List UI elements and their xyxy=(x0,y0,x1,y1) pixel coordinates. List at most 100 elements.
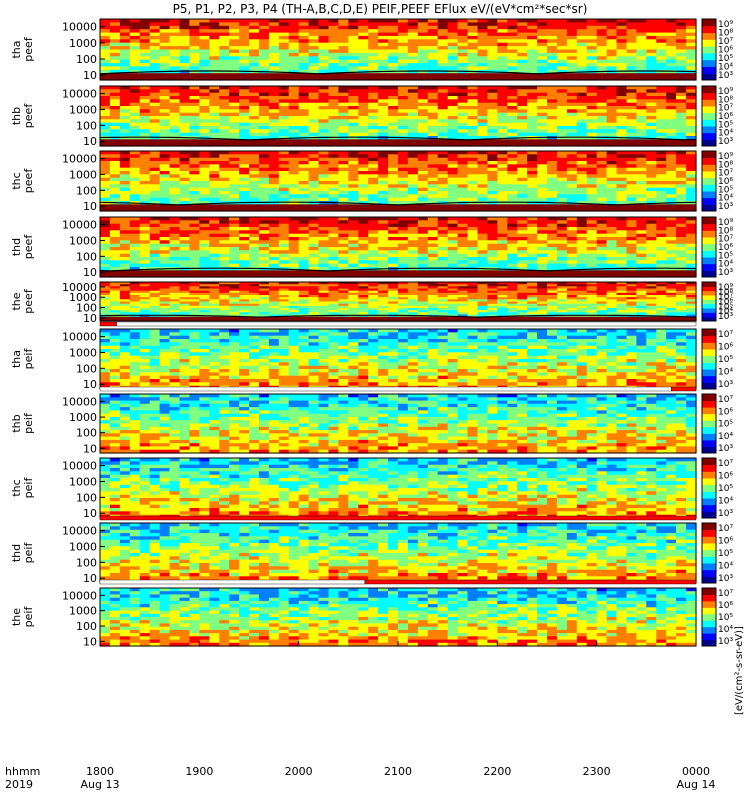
spectrogram-cell xyxy=(676,257,687,261)
spectrogram-cell xyxy=(169,223,180,228)
spectrogram-cell xyxy=(189,154,200,159)
spectrogram-cell xyxy=(199,29,210,34)
spectrogram-cell xyxy=(417,122,429,127)
spectrogram-cell xyxy=(139,164,151,169)
spectrogram-cell xyxy=(268,290,280,294)
spectrogram-cell xyxy=(288,217,300,221)
spectrogram-cell xyxy=(199,126,210,130)
spectrogram-cell xyxy=(507,42,518,47)
spectrogram-cell xyxy=(229,46,240,51)
spectrogram-cell xyxy=(328,217,339,221)
spectrogram-cell xyxy=(626,240,637,245)
spectrogram-cell xyxy=(119,299,131,303)
spectrogram-cell xyxy=(407,69,419,74)
spectrogram-cell xyxy=(169,96,180,100)
spectrogram-cell xyxy=(566,116,578,120)
spectrogram-cell xyxy=(199,230,210,235)
spectrogram-cell xyxy=(348,19,359,23)
spectrogram-cell xyxy=(388,126,399,130)
spectrogram-cell xyxy=(219,22,230,27)
spectrogram-cell xyxy=(249,119,260,124)
spectrogram-cell xyxy=(447,191,459,195)
spectrogram-cell xyxy=(189,19,200,23)
spectrogram-cell xyxy=(169,73,180,78)
spectrogram-cell xyxy=(437,167,449,172)
spectrogram-cell xyxy=(507,59,518,64)
spectrogram-cell xyxy=(646,194,657,199)
spectrogram-cell xyxy=(636,66,647,71)
spectrogram-cell xyxy=(368,250,379,255)
spectrogram-cell xyxy=(517,151,528,155)
spectrogram-cell xyxy=(318,69,329,74)
spectrogram-cell xyxy=(646,39,657,44)
spectrogram-cell xyxy=(556,240,568,245)
spectrogram-cell xyxy=(616,52,627,57)
spectrogram-cell xyxy=(358,99,369,104)
spectrogram-cell xyxy=(388,263,399,268)
spectrogram-cell xyxy=(378,301,389,305)
spectrogram-cell xyxy=(606,257,618,261)
spectrogram-cell xyxy=(229,109,240,114)
spectrogram-cell xyxy=(288,250,300,255)
spectrogram-cell xyxy=(487,106,498,110)
spectrogram-cell xyxy=(348,297,359,300)
spectrogram-cell xyxy=(586,119,598,124)
spectrogram-cell xyxy=(646,22,657,27)
spectrogram-cell xyxy=(358,19,369,23)
spectrogram-cell xyxy=(487,136,498,140)
spectrogram-cell xyxy=(666,46,677,51)
spectrogram-cell xyxy=(666,32,677,37)
spectrogram-cell xyxy=(576,184,588,189)
spectrogram-cell xyxy=(616,59,627,64)
spectrogram-cell xyxy=(258,303,270,307)
spectrogram-cell xyxy=(388,233,399,238)
spectrogram-cell xyxy=(537,247,548,251)
spectrogram-cell xyxy=(368,301,379,305)
spectrogram-cell xyxy=(338,129,349,134)
spectrogram-cell xyxy=(308,308,320,311)
spectrogram-cell xyxy=(149,96,161,100)
spectrogram-cell xyxy=(209,139,220,144)
spectrogram-cell xyxy=(109,99,121,104)
spectrogram-cell xyxy=(348,305,359,309)
spectrogram-cell xyxy=(407,63,419,68)
spectrogram-cell xyxy=(358,227,369,231)
spectrogram-cell xyxy=(556,230,568,235)
spectrogram-cell xyxy=(566,66,578,71)
spectrogram-cell xyxy=(209,63,220,68)
spectrogram-cell xyxy=(676,106,687,110)
spectrogram-cell xyxy=(189,109,200,114)
spectrogram-cell xyxy=(100,184,111,189)
spectrogram-cell xyxy=(398,260,409,265)
spectrogram-cell xyxy=(517,204,528,209)
spectrogram-cell xyxy=(676,63,687,68)
spectrogram-cell xyxy=(119,119,131,124)
spectrogram-cell xyxy=(626,119,637,124)
spectrogram-cell xyxy=(189,267,200,271)
spectrogram-cell xyxy=(497,119,508,124)
spectrogram-cell xyxy=(308,35,320,40)
spectrogram-cell xyxy=(199,63,210,68)
spectrogram-cell xyxy=(517,270,528,275)
spectrogram-cell xyxy=(358,132,369,137)
spectrogram-cell xyxy=(417,69,429,74)
spectrogram-cell xyxy=(437,230,449,235)
spectrogram-cell xyxy=(109,112,121,117)
spectrogram-cell xyxy=(556,109,568,114)
spectrogram-cell xyxy=(427,273,439,278)
spectrogram-cell xyxy=(398,297,409,300)
spectrogram-cell xyxy=(229,99,240,104)
spectrogram-cell xyxy=(676,243,687,248)
spectrogram-cell xyxy=(477,191,488,195)
spectrogram-cell xyxy=(100,106,111,110)
spectrogram-cell xyxy=(229,106,240,110)
spectrogram-cell xyxy=(169,303,180,307)
spectrogram-cell xyxy=(159,181,171,185)
spectrogram-cell xyxy=(487,46,498,51)
spectrogram-cell xyxy=(527,171,538,175)
spectrogram-cell xyxy=(268,99,280,104)
spectrogram-cell xyxy=(308,318,320,322)
spectrogram-cell xyxy=(537,253,548,258)
spectrogram-cell xyxy=(258,22,270,27)
spectrogram-cell xyxy=(537,112,548,117)
